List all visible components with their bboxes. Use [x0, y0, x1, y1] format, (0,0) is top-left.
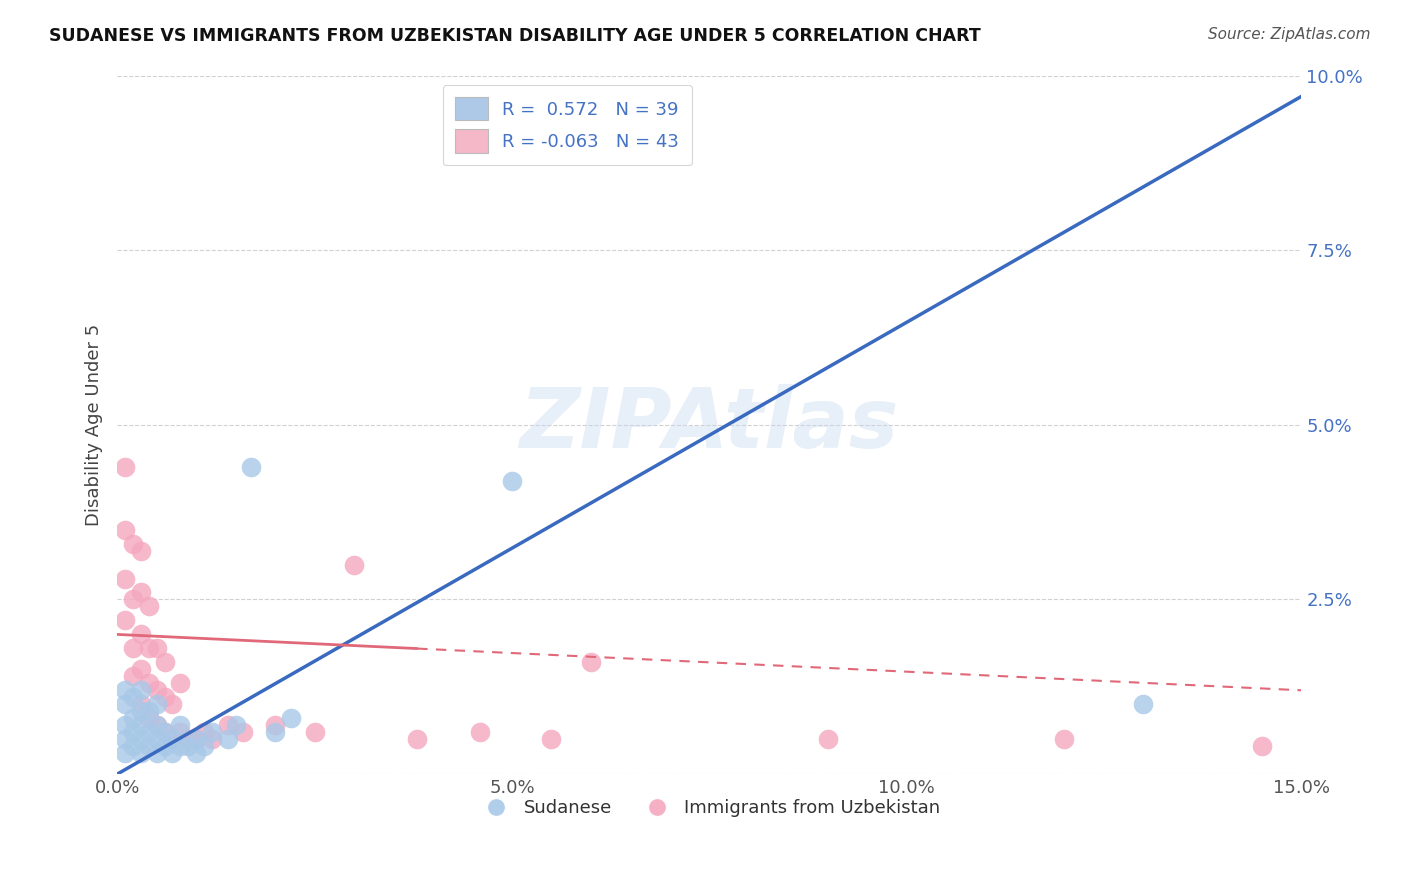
Point [169, 739, 191, 754]
Point [1132, 698, 1154, 712]
Point [153, 739, 176, 754]
Point [114, 698, 136, 712]
Point [114, 572, 136, 586]
Point [145, 683, 167, 698]
Point [114, 746, 136, 760]
Point [129, 543, 152, 558]
Point [193, 725, 215, 739]
Point [540, 732, 562, 747]
Point [162, 698, 184, 712]
Point [145, 732, 167, 747]
Point [129, 746, 152, 760]
Point [122, 641, 145, 656]
Point [114, 718, 136, 732]
Point [153, 725, 176, 739]
Y-axis label: Disability Age Under 5: Disability Age Under 5 [86, 324, 103, 526]
Point [184, 732, 207, 747]
Point [406, 732, 429, 747]
Point [138, 704, 160, 718]
Point [470, 725, 492, 739]
Point [122, 690, 145, 705]
Point [122, 711, 145, 725]
Point [129, 585, 152, 599]
Point [129, 627, 152, 641]
Point [114, 732, 136, 747]
Point [145, 641, 167, 656]
Text: Source: ZipAtlas.com: Source: ZipAtlas.com [1208, 27, 1371, 42]
Point [225, 718, 247, 732]
Point [343, 558, 366, 572]
Point [129, 662, 152, 676]
Point [138, 725, 160, 739]
Point [138, 739, 160, 754]
Point [184, 746, 207, 760]
Point [145, 718, 167, 732]
Point [138, 711, 160, 725]
Point [177, 732, 200, 747]
Point [122, 739, 145, 754]
Point [153, 656, 176, 670]
Point [129, 732, 152, 747]
Point [1053, 732, 1076, 747]
Point [169, 725, 191, 739]
Point [280, 711, 302, 725]
Point [122, 592, 145, 607]
Point [193, 739, 215, 754]
Point [240, 459, 263, 474]
Point [304, 725, 326, 739]
Point [817, 732, 839, 747]
Text: SUDANESE VS IMMIGRANTS FROM UZBEKISTAN DISABILITY AGE UNDER 5 CORRELATION CHART: SUDANESE VS IMMIGRANTS FROM UZBEKISTAN D… [49, 27, 981, 45]
Point [114, 683, 136, 698]
Point [114, 523, 136, 537]
Legend: Sudanese, Immigrants from Uzbekistan: Sudanese, Immigrants from Uzbekistan [471, 792, 948, 824]
Point [184, 732, 207, 747]
Point [169, 676, 191, 690]
Point [129, 704, 152, 718]
Point [138, 641, 160, 656]
Point [129, 718, 152, 732]
Point [162, 746, 184, 760]
Point [501, 474, 523, 488]
Point [145, 698, 167, 712]
Point [129, 698, 152, 712]
Point [138, 599, 160, 614]
Point [264, 718, 287, 732]
Point [162, 732, 184, 747]
Point [217, 732, 239, 747]
Point [122, 725, 145, 739]
Point [217, 718, 239, 732]
Point [153, 725, 176, 739]
Point [201, 725, 224, 739]
Point [177, 739, 200, 754]
Point [264, 725, 287, 739]
Point [138, 676, 160, 690]
Point [122, 536, 145, 550]
Point [129, 683, 152, 698]
Point [153, 690, 176, 705]
Point [162, 732, 184, 747]
Point [579, 656, 602, 670]
Point [145, 746, 167, 760]
Point [232, 725, 254, 739]
Point [169, 718, 191, 732]
Point [201, 732, 224, 747]
Point [122, 669, 145, 683]
Text: ZIPAtlas: ZIPAtlas [520, 384, 898, 466]
Point [1250, 739, 1272, 754]
Point [145, 718, 167, 732]
Point [114, 459, 136, 474]
Point [114, 614, 136, 628]
